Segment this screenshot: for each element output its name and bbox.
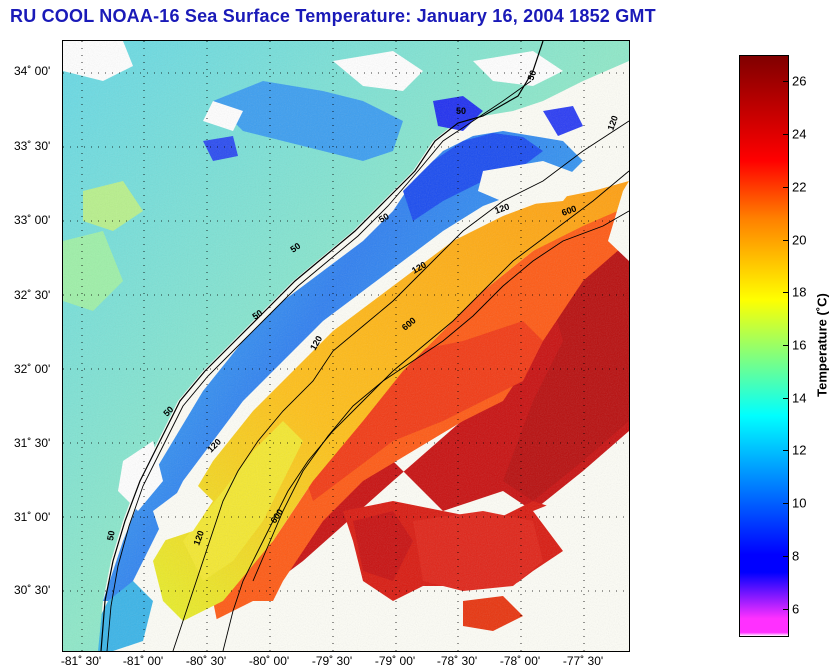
colorbar-tick-mark <box>783 292 788 294</box>
colorbar-tick-mark <box>783 503 788 505</box>
isobath-label: 50 <box>377 211 391 225</box>
isobath-label: 600 <box>560 203 578 218</box>
isobath-label: 50 <box>288 241 302 255</box>
colorbar-tick-label: 24 <box>792 126 807 142</box>
colorbar-tick-mark <box>783 397 788 399</box>
colorbar-tick-label: 20 <box>792 232 807 248</box>
lon-label: -79˚ 30' <box>311 654 353 668</box>
lon-label: -81˚ 30' <box>60 654 102 668</box>
lat-label: 33˚ 30' <box>14 139 51 153</box>
colorbar-tick-label: 8 <box>792 548 800 564</box>
map-title: RU COOL NOAA-16 Sea Surface Temperature:… <box>10 6 656 26</box>
colorbar-tick-label: 6 <box>792 601 800 617</box>
colorbar-tick-mark <box>783 186 788 188</box>
colorbar-tick-mark <box>783 608 788 610</box>
colorbar-tick-mark <box>783 134 788 136</box>
colorbar <box>739 55 789 637</box>
isobath-label: 50 <box>525 69 538 82</box>
lat-label: 31˚ 30' <box>14 436 51 450</box>
lat-label: 34˚ 00' <box>14 64 51 78</box>
sst-map: 50 50 50 50 50 50 50 120 120 120 120 120… <box>62 40 630 652</box>
colorbar-label: Temperature (˚C) <box>814 293 830 397</box>
colorbar-tick-label: 22 <box>792 179 807 195</box>
colorbar-tick-mark <box>783 345 788 346</box>
isobath-label: 50 <box>105 530 117 542</box>
lat-label: 32˚ 00' <box>14 362 51 376</box>
lon-label: -80˚ 30' <box>185 654 227 668</box>
isobath-label: 50 <box>250 308 264 322</box>
colorbar-tick-label: 10 <box>792 495 807 511</box>
colorbar-tick-mark <box>783 555 788 557</box>
colorbar-tick-label: 12 <box>792 442 807 458</box>
colorbar-tick-mark <box>783 450 788 452</box>
lon-label: -81˚ 00' <box>122 654 164 668</box>
colorbar-tick-label: 16 <box>792 337 807 353</box>
colorbar-tick-label: 18 <box>792 284 807 300</box>
isobath-label: 120 <box>191 529 206 547</box>
lon-label: -78˚ 30' <box>436 654 478 668</box>
isobath-label: 50 <box>456 106 466 116</box>
lat-label: 30˚ 30' <box>14 583 51 597</box>
lon-label: -78˚ 00' <box>499 654 541 668</box>
isobath-label: 120 <box>605 114 620 132</box>
isobath-label: 120 <box>493 201 511 216</box>
colorbar-tick-label: 26 <box>792 73 807 89</box>
colorbar-tick-mark <box>783 239 788 241</box>
colorbar-tick-mark <box>783 81 788 83</box>
lon-label: -77˚ 30' <box>562 654 604 668</box>
lon-label: -79˚ 00' <box>374 654 416 668</box>
lat-label: 33˚ 00' <box>14 213 51 227</box>
lon-label: -80˚ 00' <box>248 654 290 668</box>
colorbar-tick-label: 14 <box>792 390 807 406</box>
lat-label: 32˚ 30' <box>14 288 51 302</box>
lat-label: 31˚ 00' <box>14 510 51 524</box>
